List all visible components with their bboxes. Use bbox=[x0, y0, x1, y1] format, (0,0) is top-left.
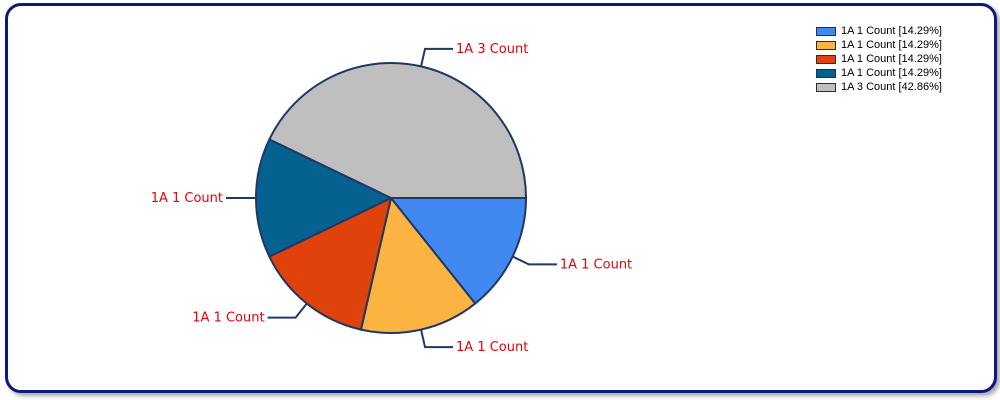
legend-entry: 1A 1 Count [14.29%] bbox=[816, 38, 942, 52]
legend-swatch bbox=[816, 26, 836, 36]
leader-line bbox=[420, 47, 454, 67]
legend-label: 1A 1 Count [14.29%] bbox=[841, 53, 942, 65]
leader-line bbox=[512, 255, 557, 266]
legend-label: 1A 3 Count [42.86%] bbox=[841, 81, 942, 93]
slice-label: 1A 1 Count bbox=[192, 311, 264, 326]
legend-entry: 1A 1 Count [14.29%] bbox=[816, 66, 942, 80]
pie-slice bbox=[268, 196, 393, 331]
slice-label: 1A 3 Count bbox=[456, 42, 528, 57]
pie-slice bbox=[255, 138, 394, 258]
legend-entry: 1A 1 Count [14.29%] bbox=[816, 24, 942, 38]
leader-lines bbox=[226, 47, 557, 349]
legend-swatch bbox=[816, 40, 836, 50]
slice-labels: 1A 1 Count 1A 1 Count 1A 1 Count 1A 1 Count… bbox=[151, 42, 632, 355]
leader-line bbox=[267, 302, 308, 319]
legend-entry: 1A 1 Count [14.29%] bbox=[816, 52, 942, 66]
legend-label: 1A 1 Count [14.29%] bbox=[841, 39, 942, 51]
pie-slices bbox=[255, 62, 528, 334]
legend-swatch bbox=[816, 82, 836, 92]
pie-slice bbox=[388, 197, 528, 305]
slice-label: 1A 1 Count bbox=[560, 257, 632, 272]
slice-label: 1A 1 Count bbox=[151, 191, 223, 206]
legend-swatch bbox=[816, 54, 836, 64]
legend-swatch bbox=[816, 68, 836, 78]
leader-line bbox=[420, 329, 454, 349]
legend: 1A 1 Count [14.29%] 1A 1 Count [14.29%] … bbox=[816, 24, 942, 94]
legend-entry: 1A 3 Count [42.86%] bbox=[816, 80, 942, 94]
slice-label: 1A 1 Count bbox=[456, 340, 528, 355]
legend-label: 1A 1 Count [14.29%] bbox=[841, 25, 942, 37]
legend-label: 1A 1 Count [14.29%] bbox=[841, 67, 942, 79]
pie-slice bbox=[359, 195, 477, 334]
